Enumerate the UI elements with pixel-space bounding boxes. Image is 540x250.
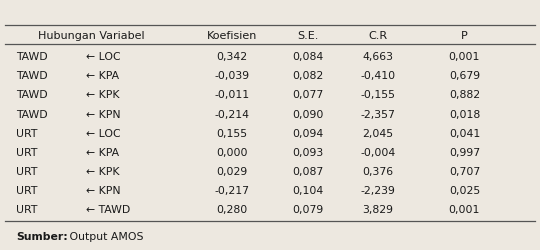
Text: TAWD: TAWD (16, 71, 48, 81)
Text: ← KPN: ← KPN (86, 109, 121, 119)
Text: Koefisien: Koefisien (207, 30, 258, 40)
Text: 0,090: 0,090 (292, 109, 323, 119)
Text: TAWD: TAWD (16, 52, 48, 62)
Text: URT: URT (16, 166, 38, 176)
Text: 3,829: 3,829 (362, 204, 394, 214)
Text: S.E.: S.E. (297, 30, 319, 40)
Text: URT: URT (16, 204, 38, 214)
Text: 0,093: 0,093 (292, 147, 323, 157)
Text: ← LOC: ← LOC (86, 52, 121, 62)
Text: 0,280: 0,280 (217, 204, 248, 214)
Text: 0,001: 0,001 (449, 204, 480, 214)
Text: 0,104: 0,104 (292, 185, 323, 195)
Text: ← KPA: ← KPA (86, 71, 119, 81)
Text: 0,000: 0,000 (217, 147, 248, 157)
Text: Hubungan Variabel: Hubungan Variabel (38, 30, 145, 40)
Text: 0,084: 0,084 (292, 52, 323, 62)
Text: -2,239: -2,239 (361, 185, 395, 195)
Text: ← KPA: ← KPA (86, 147, 119, 157)
Text: -0,217: -0,217 (215, 185, 249, 195)
Text: ← KPK: ← KPK (86, 166, 120, 176)
Text: 0,997: 0,997 (449, 147, 480, 157)
Text: 0,094: 0,094 (292, 128, 323, 138)
Text: 0,025: 0,025 (449, 185, 480, 195)
Text: 0,155: 0,155 (217, 128, 248, 138)
Text: 0,029: 0,029 (217, 166, 248, 176)
Text: -0,004: -0,004 (360, 147, 396, 157)
Text: -0,410: -0,410 (360, 71, 396, 81)
Text: 0,041: 0,041 (449, 128, 480, 138)
Text: -2,357: -2,357 (361, 109, 395, 119)
Text: -0,039: -0,039 (214, 71, 250, 81)
Text: ← LOC: ← LOC (86, 128, 121, 138)
Text: 0,082: 0,082 (292, 71, 323, 81)
Text: -0,011: -0,011 (214, 90, 250, 100)
Text: TAWD: TAWD (16, 90, 48, 100)
Text: P: P (461, 30, 468, 40)
Text: C.R: C.R (368, 30, 388, 40)
Text: 0,079: 0,079 (292, 204, 323, 214)
Text: URT: URT (16, 128, 38, 138)
Text: 0,087: 0,087 (292, 166, 323, 176)
Text: ← KPN: ← KPN (86, 185, 121, 195)
Text: Sumber:: Sumber: (16, 231, 68, 241)
Text: ← TAWD: ← TAWD (86, 204, 131, 214)
Text: 0,376: 0,376 (362, 166, 394, 176)
Text: 2,045: 2,045 (362, 128, 394, 138)
Text: 0,001: 0,001 (449, 52, 480, 62)
Text: 0,018: 0,018 (449, 109, 480, 119)
Text: Output AMOS: Output AMOS (66, 231, 144, 241)
Text: 0,077: 0,077 (292, 90, 323, 100)
Text: 4,663: 4,663 (362, 52, 394, 62)
Text: -0,214: -0,214 (215, 109, 249, 119)
Text: 0,342: 0,342 (217, 52, 248, 62)
Text: 0,707: 0,707 (449, 166, 480, 176)
Text: TAWD: TAWD (16, 109, 48, 119)
Text: -0,155: -0,155 (361, 90, 395, 100)
Text: URT: URT (16, 147, 38, 157)
Text: 0,882: 0,882 (449, 90, 480, 100)
Text: 0,679: 0,679 (449, 71, 480, 81)
Text: URT: URT (16, 185, 38, 195)
Text: ← KPK: ← KPK (86, 90, 120, 100)
